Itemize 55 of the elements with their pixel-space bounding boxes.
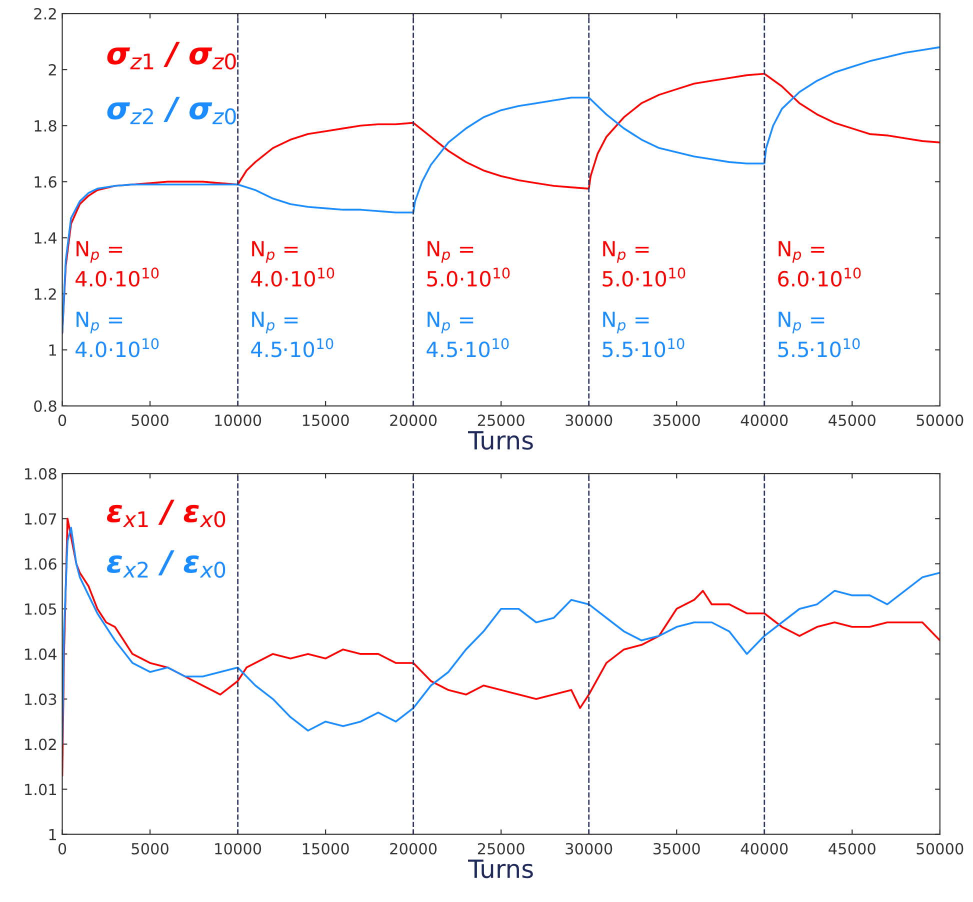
x-tick-label: 5000 bbox=[132, 842, 168, 855]
y-tick-label: 1.05 bbox=[25, 603, 56, 615]
series-label: σ$_{z2}$ / σ$_{z0}$ bbox=[107, 96, 236, 124]
y-tick-label: 0.8 bbox=[34, 400, 56, 412]
annotation: N$_{p}$ = 5.5·10$^{10}$ bbox=[778, 312, 860, 358]
x-tick-label: 20000 bbox=[390, 842, 437, 855]
y-tick-label: 1.8 bbox=[34, 120, 56, 132]
y-tick-label: 1.6 bbox=[34, 176, 56, 188]
y-tick-label: 2.2 bbox=[34, 8, 56, 20]
x-tick-label: 25000 bbox=[478, 842, 524, 855]
y-tick-label: 1.4 bbox=[34, 232, 57, 244]
annotation: N$_{p}$ = 4.0·10$^{10}$ bbox=[76, 312, 159, 358]
x-tick-label: 40000 bbox=[740, 842, 788, 855]
x-tick-label: 0 bbox=[58, 842, 66, 855]
x-tick-label: 25000 bbox=[478, 414, 524, 426]
x-tick-label: 10000 bbox=[215, 842, 262, 855]
x-tick-label: 30000 bbox=[566, 842, 612, 855]
x-tick-label: 45000 bbox=[828, 842, 876, 855]
x-tick-label: 50000 bbox=[916, 414, 964, 426]
annotation: N$_{p}$ = 5.5·10$^{10}$ bbox=[602, 312, 684, 358]
annotation: N$_{p}$ = 4.0·10$^{10}$ bbox=[251, 241, 334, 287]
x-tick-label: 20000 bbox=[390, 414, 437, 426]
text: σ$_{z1}$ / σ$_{z0}$ bbox=[107, 42, 236, 70]
y-tick-label: 2 bbox=[48, 64, 56, 76]
y-tick-label: 1.06 bbox=[25, 558, 56, 570]
x-tick-label: 50000 bbox=[916, 842, 964, 855]
y-tick-label: 1.03 bbox=[25, 694, 56, 706]
x-tick-label: 5000 bbox=[132, 414, 168, 426]
x-tick-label: 30000 bbox=[566, 414, 612, 426]
x-tick-label: 35000 bbox=[653, 414, 700, 426]
x-tick-label: 45000 bbox=[828, 414, 876, 426]
series-label: ε$_{x2}$ / ε$_{x0}$ bbox=[106, 550, 226, 578]
y-tick-label: 1 bbox=[49, 344, 56, 356]
x-tick-label: 40000 bbox=[740, 414, 788, 426]
y-tick-label: 1.02 bbox=[25, 738, 56, 750]
annotation: N$_{p}$ = 6.0·10$^{10}$ bbox=[778, 241, 861, 287]
x-tick-label: 10000 bbox=[215, 414, 262, 426]
annotation: N$_{p}$ = 4.0·10$^{10}$ bbox=[76, 241, 159, 287]
y-tick-label: 1.01 bbox=[25, 784, 56, 796]
x-axis-title: Turns bbox=[468, 860, 533, 878]
x-tick-label: 15000 bbox=[302, 842, 349, 855]
x-tick-label: 15000 bbox=[302, 414, 349, 426]
y-tick-label: 1 bbox=[49, 829, 56, 840]
annotation: N$_{p}$ = 4.5·10$^{10}$ bbox=[426, 312, 509, 358]
annotation: N$_{p}$ = 5.0·10$^{10}$ bbox=[427, 241, 510, 287]
annotation: N$_{p}$ = 5.0·10$^{10}$ bbox=[602, 241, 686, 287]
series-label: ε$_{x1}$ / ε$_{x0}$ bbox=[106, 500, 226, 528]
annotation: N$_{p}$ = 4.5·10$^{10}$ bbox=[251, 312, 334, 358]
x-axis-title: Turns bbox=[468, 431, 533, 450]
y-tick-label: 1.04 bbox=[25, 648, 57, 660]
x-tick-label: 0 bbox=[58, 414, 66, 426]
x-tick-label: 35000 bbox=[653, 842, 700, 855]
y-tick-label: 1.08 bbox=[25, 468, 56, 480]
y-tick-label: 1.2 bbox=[34, 288, 56, 300]
y-tick-label: 1.07 bbox=[25, 513, 56, 525]
